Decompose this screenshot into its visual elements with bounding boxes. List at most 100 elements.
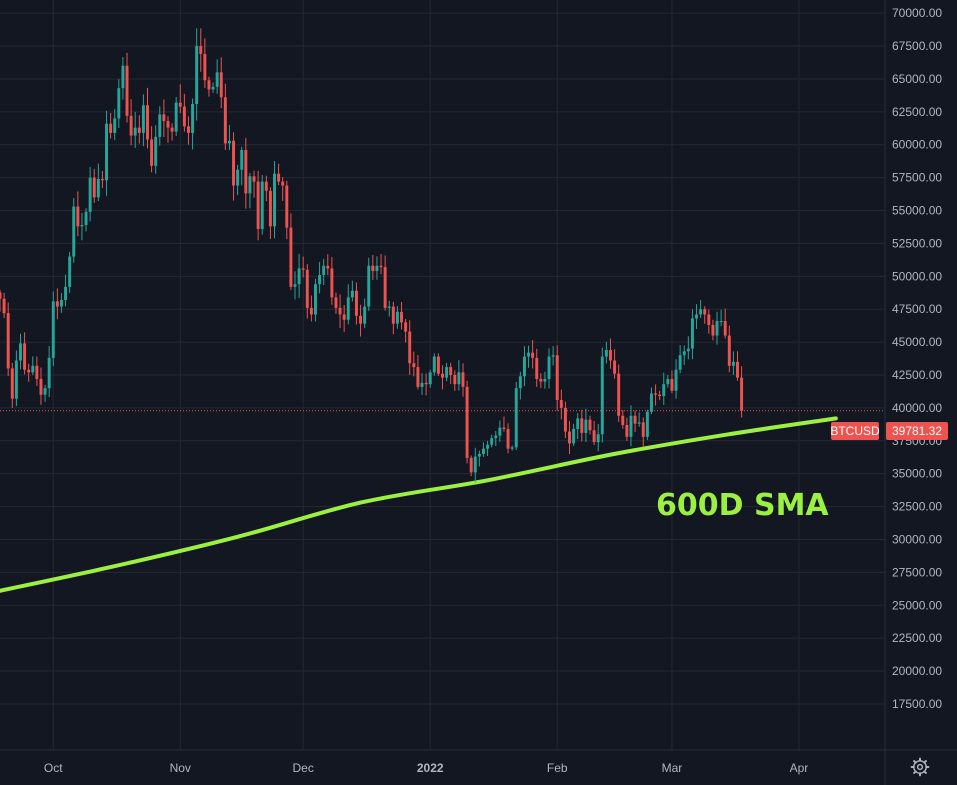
candle-up (59, 293, 63, 313)
candle-body (486, 444, 490, 449)
candle-up (117, 79, 121, 128)
candle-body (592, 430, 596, 443)
candle-down (371, 255, 375, 280)
candle-down (359, 304, 363, 337)
candle-body (117, 88, 121, 119)
candle-body (609, 350, 612, 361)
y-tick-label: 57500.00 (892, 171, 942, 185)
candle-down (617, 364, 621, 422)
candle-body (0, 292, 2, 299)
candle-up (31, 356, 35, 376)
candle-body (715, 321, 719, 336)
candle-body (174, 102, 178, 132)
candle-down (711, 319, 715, 341)
candle-body (227, 140, 231, 144)
candle-body (80, 225, 84, 227)
candle-body (219, 72, 223, 98)
candle-down (334, 292, 338, 314)
candle-body (334, 297, 338, 308)
candle-body (473, 456, 477, 473)
candle-up (481, 442, 485, 457)
candle-down (461, 363, 465, 397)
candle-down (125, 52, 129, 123)
candle-body (453, 375, 457, 385)
candle-up (486, 440, 490, 456)
y-tick-label: 30000.00 (892, 532, 942, 546)
candle-body (277, 173, 281, 182)
y-tick-label: 70000.00 (892, 6, 942, 20)
candle-up (174, 97, 178, 136)
candle-body (10, 368, 14, 399)
candle-down (256, 170, 260, 241)
candle-up (547, 348, 551, 389)
candle-body (481, 448, 485, 454)
price-axis[interactable]: 70000.00 67500.00 65000.00 62500.00 60000.00… (892, 6, 942, 711)
symbol-badge (831, 422, 879, 440)
candle-body (531, 352, 535, 358)
y-tick-label: 35000.00 (892, 467, 942, 481)
candle-up (596, 423, 600, 452)
candle-down (166, 116, 170, 143)
candle-up (645, 409, 649, 441)
candle-body (154, 136, 158, 166)
price-badge: BTCUSD 39781.32 (830, 422, 948, 440)
candle-down (0, 289, 2, 312)
candle-body (547, 356, 551, 379)
candle-body (31, 365, 35, 373)
candle-down (654, 384, 658, 406)
candle-body (170, 127, 174, 132)
y-tick-label: 62500.00 (892, 105, 942, 119)
candle-up (64, 274, 68, 307)
candle-body (342, 314, 346, 320)
candle-body (354, 290, 358, 316)
candle-down (252, 170, 256, 198)
candle-up (113, 109, 117, 141)
candle-body (301, 268, 305, 270)
candle-body (600, 356, 604, 435)
candle-body (522, 356, 526, 377)
candle-down (301, 256, 305, 278)
candle-body (449, 367, 453, 375)
candle-body (203, 53, 207, 81)
candle-body (84, 211, 88, 225)
candle-body (47, 357, 51, 389)
y-tick-label: 42500.00 (892, 368, 942, 382)
candle-body (596, 434, 600, 443)
candle-body (88, 177, 92, 212)
candle-up (105, 110, 109, 196)
candle-body (445, 367, 449, 378)
gear-icon[interactable] (910, 757, 930, 777)
candle-down (559, 389, 563, 420)
y-tick-label: 67500.00 (892, 39, 942, 53)
candle-up (473, 447, 477, 483)
candle-up (80, 212, 84, 241)
candle-down (568, 420, 571, 454)
candle-body (543, 378, 547, 382)
candle-up (490, 434, 494, 448)
candle-down (342, 304, 346, 332)
candle-down (178, 84, 182, 114)
candle-body (563, 407, 567, 432)
candle-body (23, 343, 27, 370)
candle-up (522, 346, 526, 387)
candle-body (436, 356, 440, 374)
candle-body (461, 372, 465, 387)
candle-body (215, 72, 219, 87)
candle-body (441, 373, 444, 378)
candle-down (10, 362, 14, 409)
candle-up (96, 163, 100, 202)
candle-up (211, 82, 215, 93)
candle-body (736, 361, 739, 378)
candle-body (141, 105, 145, 133)
candle-body (289, 227, 293, 287)
time-axis[interactable]: Oct Nov Dec 2022 Feb Mar Apr (44, 761, 808, 775)
y-tick-label: 60000.00 (892, 138, 942, 152)
candle-body (629, 415, 633, 437)
candle-down (268, 187, 272, 239)
candle-body (690, 318, 694, 349)
candle-down (55, 288, 59, 320)
candle-down (588, 415, 592, 435)
candle-down (580, 409, 584, 442)
candle-body (51, 301, 55, 358)
